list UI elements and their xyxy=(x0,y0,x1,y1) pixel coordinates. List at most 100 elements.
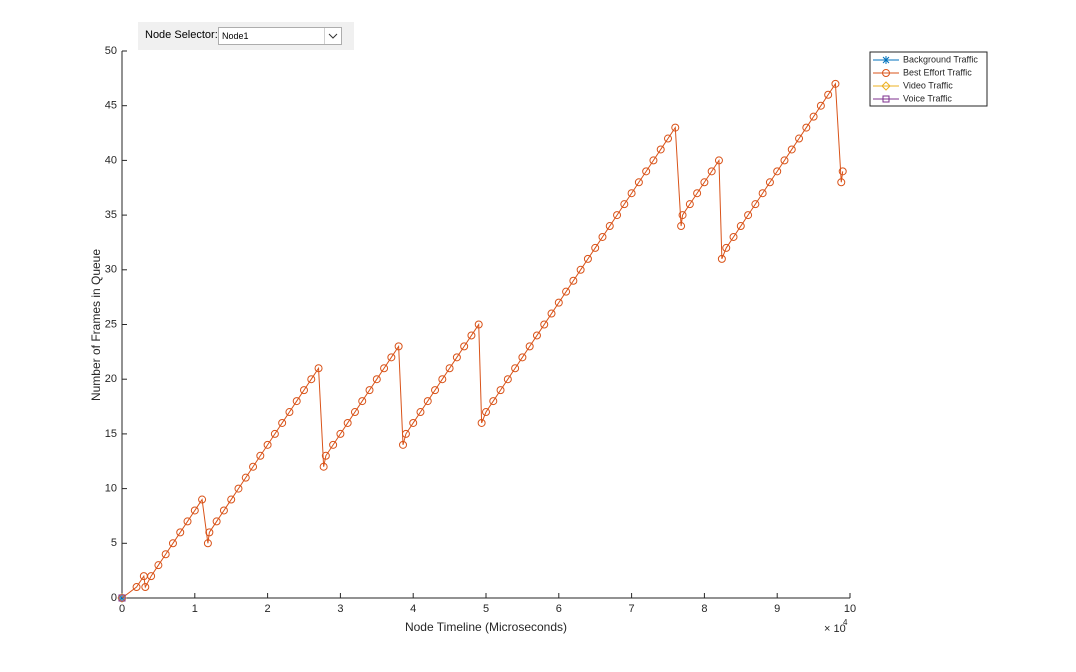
marker-circle xyxy=(627,189,636,198)
marker-circle xyxy=(460,342,469,351)
marker-circle xyxy=(525,342,534,351)
marker-circle xyxy=(423,397,432,406)
marker-circle xyxy=(816,101,825,110)
marker-circle xyxy=(831,79,840,88)
marker-circle xyxy=(431,386,440,395)
marker-circle xyxy=(270,429,279,438)
marker-circle xyxy=(765,178,774,187)
y-tick-label: 25 xyxy=(105,318,117,330)
marker-circle xyxy=(576,265,585,274)
y-tick-label: 20 xyxy=(105,373,117,385)
marker-circle xyxy=(795,134,804,143)
marker-circle xyxy=(605,222,614,231)
x-tick-label: 4 xyxy=(410,603,416,615)
marker-circle xyxy=(256,451,265,460)
marker-circle xyxy=(161,550,170,559)
y-tick-label: 30 xyxy=(105,264,117,276)
y-tick-label: 35 xyxy=(105,209,117,221)
marker-circle xyxy=(387,353,396,362)
y-tick-label: 40 xyxy=(105,154,117,166)
x-axis-label: Node Timeline (Microseconds) xyxy=(405,620,567,634)
marker-circle xyxy=(314,364,323,373)
marker-circle xyxy=(227,495,236,504)
marker-circle xyxy=(773,167,782,176)
marker-circle xyxy=(620,200,629,209)
dropdown-value[interactable]: Node1 xyxy=(222,31,249,41)
marker-circle xyxy=(518,353,527,362)
node-dropdown[interactable]: Node1 xyxy=(218,27,342,45)
marker-circle xyxy=(583,254,592,263)
legend-label: Background Traffic xyxy=(903,54,978,64)
x-tick-label: 2 xyxy=(265,603,271,615)
marker-circle xyxy=(307,375,316,384)
marker-circle xyxy=(751,200,760,209)
marker-circle xyxy=(634,178,643,187)
marker-circle xyxy=(671,123,680,132)
marker-circle xyxy=(380,364,389,373)
marker-diamond xyxy=(117,593,127,603)
marker-circle xyxy=(292,397,301,406)
x-multiplier-base: × 10 xyxy=(824,623,846,635)
y-tick-label: 15 xyxy=(105,428,117,440)
marker-circle xyxy=(285,408,294,417)
marker-circle xyxy=(319,462,328,471)
dropdown-arrow[interactable] xyxy=(324,28,341,44)
marker-circle xyxy=(203,539,212,548)
marker-circle xyxy=(401,429,410,438)
x-tick-label: 8 xyxy=(701,603,707,615)
marker-circle xyxy=(205,528,214,537)
selector-label: Node Selector: xyxy=(145,29,218,41)
marker-circle xyxy=(438,375,447,384)
marker-circle xyxy=(409,418,418,427)
marker-circle xyxy=(780,156,789,165)
x-tick-label: 9 xyxy=(774,603,780,615)
marker-circle xyxy=(503,375,512,384)
marker-circle xyxy=(416,408,425,417)
marker-circle xyxy=(445,364,454,373)
y-tick-label: 10 xyxy=(105,483,117,495)
marker-circle xyxy=(649,156,658,165)
y-axis-label: Number of Frames in Queue xyxy=(89,249,103,401)
marker-circle xyxy=(700,178,709,187)
marker-circle xyxy=(642,167,651,176)
marker-circle xyxy=(176,528,185,537)
marker-asterisk xyxy=(882,56,890,64)
marker-circle xyxy=(452,353,461,362)
marker-circle xyxy=(183,517,192,526)
marker-circle xyxy=(809,112,818,121)
marker-square xyxy=(118,594,126,602)
marker-circle xyxy=(838,167,847,176)
marker-circle xyxy=(744,211,753,220)
marker-circle xyxy=(824,90,833,99)
y-tick-label: 5 xyxy=(111,537,117,549)
x-tick-label: 7 xyxy=(629,603,635,615)
marker-square xyxy=(882,95,890,103)
x-multiplier-exponent: 4 xyxy=(843,618,848,627)
marker-circle xyxy=(278,418,287,427)
marker-circle xyxy=(758,189,767,198)
control-panel: Node Selector: Node1 xyxy=(138,22,354,50)
x-tick-label: 3 xyxy=(337,603,343,615)
marker-circle xyxy=(802,123,811,132)
marker-circle xyxy=(489,397,498,406)
marker-circle xyxy=(241,473,250,482)
marker-circle xyxy=(598,232,607,241)
marker-circle xyxy=(474,320,483,329)
marker-circle xyxy=(714,156,723,165)
marker-circle xyxy=(467,331,476,340)
marker-circle xyxy=(147,572,156,581)
marker-circle xyxy=(394,342,403,351)
marker-circle xyxy=(717,254,726,263)
marker-circle xyxy=(511,364,520,373)
marker-circle xyxy=(837,178,846,187)
marker-circle xyxy=(350,408,359,417)
marker-circle xyxy=(249,462,258,471)
marker-circle xyxy=(477,418,486,427)
marker-circle xyxy=(562,287,571,296)
y-tick-label: 50 xyxy=(105,45,117,57)
marker-circle xyxy=(141,583,150,592)
marker-circle xyxy=(190,506,199,515)
marker-circle xyxy=(678,211,687,220)
marker-circle xyxy=(664,134,672,143)
legend-label: Video Traffic xyxy=(903,80,953,90)
